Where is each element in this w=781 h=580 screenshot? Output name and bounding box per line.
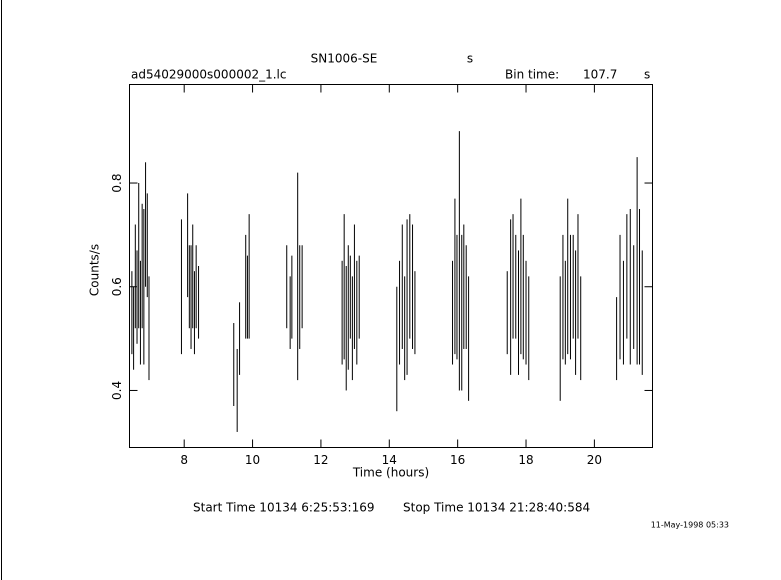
bin-time: 107.7 xyxy=(583,68,617,82)
x-tick-label: 20 xyxy=(587,453,602,467)
bin-time-unit: s xyxy=(644,68,650,82)
bin-time-label: Bin time: xyxy=(505,68,559,82)
x-axis-label: Time (hours) xyxy=(352,466,429,480)
y-tick-label: 0.8 xyxy=(110,173,124,192)
x-tick-label: 12 xyxy=(313,453,328,467)
plot-frame xyxy=(129,84,653,448)
file-name: ad54029000s000002_1.lc xyxy=(131,68,287,82)
y-tick-label: 0.6 xyxy=(110,277,124,296)
start-time: Start Time 10134 6:25:53:169 xyxy=(193,501,375,515)
title-unit: s xyxy=(467,52,473,66)
date-stamp: 11-May-1998 05:33 xyxy=(651,521,729,530)
y-axis-label: Counts/s xyxy=(88,244,102,296)
y-tick-label: 0.4 xyxy=(110,381,124,400)
x-tick-label: 10 xyxy=(245,453,260,467)
x-tick-label: 8 xyxy=(180,453,188,467)
chart-title: SN1006-SE xyxy=(311,52,378,66)
x-tick-label: 14 xyxy=(382,453,397,467)
x-tick-label: 18 xyxy=(518,453,533,467)
x-tick-label: 16 xyxy=(450,453,465,467)
stop-time: Stop Time 10134 21:28:40:584 xyxy=(403,501,590,515)
